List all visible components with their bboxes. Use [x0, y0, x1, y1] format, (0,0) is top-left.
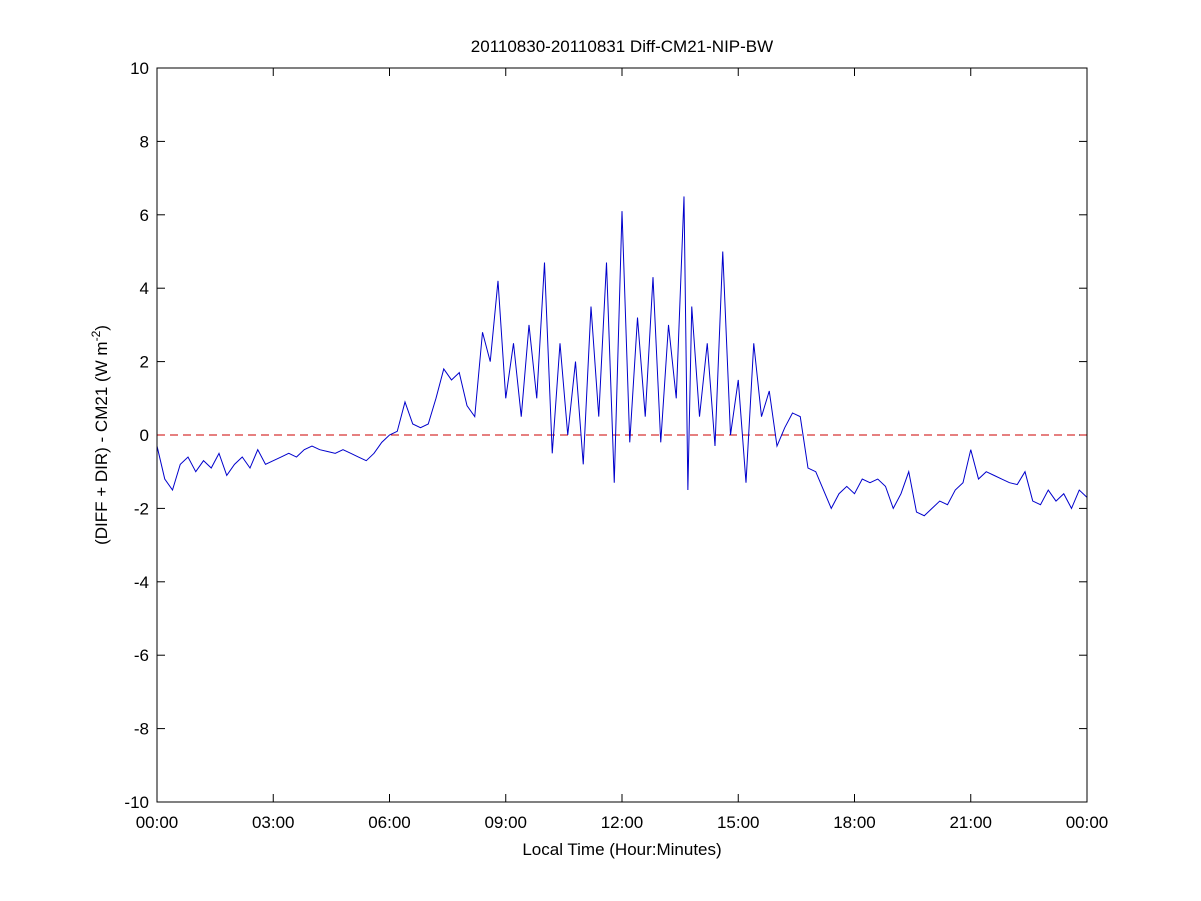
axes-box — [156, 67, 1088, 803]
plot-area — [157, 68, 1087, 802]
x-tick-label: 09:00 — [484, 813, 527, 832]
y-tick-label: 2 — [140, 353, 149, 372]
x-tick-label: 06:00 — [368, 813, 411, 832]
y-axis-label-sup: -2 — [89, 330, 103, 341]
x-axis-label: Local Time (Hour:Minutes) — [522, 840, 721, 859]
y-tick-label: 6 — [140, 206, 149, 225]
y-tick-label: 10 — [130, 59, 149, 78]
y-tick-label: -4 — [134, 573, 149, 592]
y-tick-label: -8 — [134, 720, 149, 739]
y-tick-label: -10 — [124, 793, 149, 812]
y-tick-label: -2 — [134, 499, 149, 518]
x-tick-label: 03:00 — [252, 813, 295, 832]
x-tick-label: 12:00 — [601, 813, 644, 832]
data-line — [156, 196, 1088, 517]
x-tick-label: 15:00 — [717, 813, 760, 832]
x-tick-label: 21:00 — [949, 813, 992, 832]
y-axis-label-text: (DIFF + DIR) - CM21 (W m — [92, 341, 111, 545]
x-tick-label: 18:00 — [833, 813, 876, 832]
y-tick-label: 0 — [140, 426, 149, 445]
y-tick-label: 8 — [140, 132, 149, 151]
y-axis-label: (DIFF + DIR) - CM21 (W m-2) — [89, 325, 111, 545]
y-tick-label: -6 — [134, 646, 149, 665]
chart-title: 20110830-20110831 Diff-CM21-NIP-BW — [471, 37, 773, 56]
y-tick-label: 4 — [140, 279, 149, 298]
x-tick-label: 00:00 — [1066, 813, 1109, 832]
y-axis-label-end: ) — [92, 325, 111, 331]
x-tick-label: 00:00 — [136, 813, 179, 832]
